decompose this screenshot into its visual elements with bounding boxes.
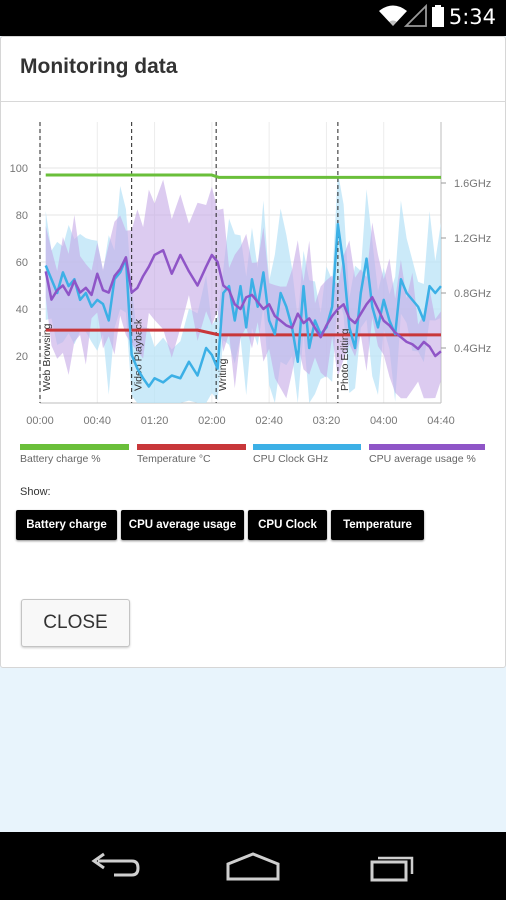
x-tick-label: 04:00 — [370, 415, 398, 427]
y-tick-label: 20 — [16, 351, 28, 363]
close-button[interactable]: CLOSE — [21, 599, 130, 647]
battery-charge-toggle[interactable]: Battery charge — [16, 510, 117, 540]
legend-label: Battery charge % — [20, 453, 101, 465]
x-tick-label: 04:40 — [427, 415, 455, 427]
legend-swatch — [20, 444, 129, 450]
y-tick-label: 100 — [10, 163, 28, 175]
title-divider — [1, 101, 506, 102]
legend-label: Temperature °C — [137, 453, 211, 465]
legend-swatch — [137, 444, 246, 450]
y-right-tick-label: 0.8GHz — [454, 288, 491, 300]
legend-item: CPU average usage % — [369, 444, 485, 474]
clock-time: 5:34 — [448, 5, 496, 29]
legend-item: Battery charge % — [20, 444, 129, 474]
x-tick-label: 02:00 — [198, 415, 226, 427]
legend-swatch — [253, 444, 361, 450]
dialog-title: Monitoring data — [20, 55, 178, 78]
wifi-icon — [379, 5, 407, 26]
battery-icon — [432, 5, 444, 27]
cpu-clock-line — [44, 223, 442, 388]
show-label: Show: — [20, 486, 51, 498]
signal-icon — [404, 3, 427, 27]
monitoring-chart: Web Browsing Video Playback Writing Photo E… — [10, 122, 491, 427]
cpu-clock-toggle[interactable]: CPU Clock — [248, 510, 327, 540]
cpu-average-usage-toggle[interactable]: CPU average usage — [121, 510, 244, 540]
temperature-toggle[interactable]: Temperature — [331, 510, 424, 540]
phase-label: Video Playback — [133, 318, 145, 391]
x-tick-label: 03:20 — [313, 415, 341, 427]
phase-label: Writing — [217, 358, 229, 391]
legend-item: CPU Clock GHz — [253, 444, 361, 474]
temperature-line — [45, 328, 441, 337]
status-bar: 5:34 — [0, 0, 506, 36]
legend-item: Temperature °C — [137, 444, 246, 474]
phase-label: Photo Editing — [339, 328, 351, 391]
battery-charge-line — [45, 173, 441, 179]
y-right-tick-label: 1.6GHz — [454, 178, 491, 190]
home-icon[interactable] — [218, 846, 288, 886]
x-tick-label: 02:40 — [255, 415, 283, 427]
y-right-tick-label: 1.2GHz — [454, 233, 491, 245]
recent-apps-icon[interactable] — [360, 846, 430, 886]
x-tick-label: 00:40 — [84, 415, 112, 427]
legend-label: CPU Clock GHz — [253, 453, 329, 465]
phase-label: Web Browsing — [41, 323, 53, 391]
x-tick-label: 01:20 — [141, 415, 169, 427]
y-tick-label: 60 — [16, 257, 28, 269]
cpu-usage-band — [45, 179, 441, 399]
y-tick-label: 40 — [16, 304, 28, 316]
back-icon[interactable] — [78, 846, 148, 886]
legend-label: CPU average usage % — [369, 453, 476, 465]
y-right-tick-label: 0.4GHz — [454, 343, 491, 355]
x-tick-label: 00:00 — [26, 415, 54, 427]
navigation-bar — [0, 832, 506, 900]
legend-swatch — [369, 444, 485, 450]
y-tick-label: 80 — [16, 210, 28, 222]
cpu-usage-line — [44, 249, 442, 358]
